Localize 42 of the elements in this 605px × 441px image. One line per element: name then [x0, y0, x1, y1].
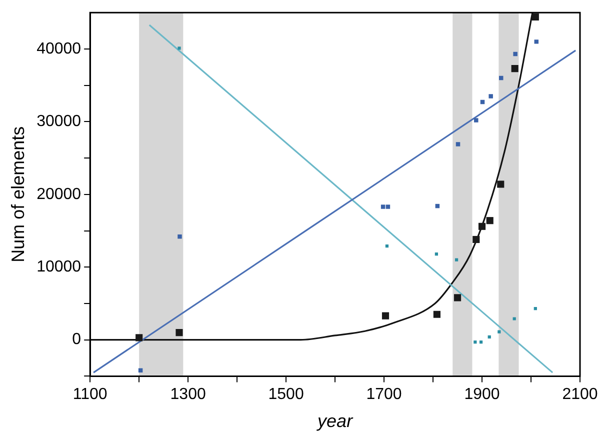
point: [534, 40, 539, 44]
point: [474, 340, 477, 344]
point: [433, 310, 440, 318]
point: [498, 330, 501, 334]
point: [474, 118, 478, 122]
point: [380, 204, 386, 209]
point: [513, 52, 518, 56]
point: [472, 236, 480, 244]
point: [497, 180, 504, 188]
x-tick-label: 2100: [562, 386, 598, 404]
point: [178, 46, 181, 50]
point: [454, 258, 458, 262]
y-tick-label: 0: [72, 331, 82, 348]
point: [478, 222, 486, 230]
point: [488, 335, 491, 338]
y-tick-label: 30000: [36, 113, 82, 130]
y-axis-title: Num of elements: [8, 126, 28, 262]
x-axis-title: year: [316, 411, 354, 432]
point: [512, 317, 516, 320]
point: [385, 244, 389, 248]
x-tick-label: 1100: [72, 386, 108, 404]
point: [386, 204, 390, 209]
point: [486, 217, 494, 224]
point: [136, 334, 143, 342]
point: [456, 142, 460, 146]
point: [434, 252, 438, 256]
point: [488, 94, 493, 98]
point: [511, 65, 518, 72]
y-tick-label: 40000: [36, 40, 82, 58]
x-tick-label: 1500: [268, 386, 304, 404]
y-tick-label: 20000: [36, 186, 82, 203]
point: [532, 13, 539, 20]
x-tick-label: 1900: [464, 386, 500, 404]
y-tick-label: 10000: [36, 258, 82, 276]
point: [178, 234, 182, 239]
point: [454, 294, 462, 302]
x-tick-label: 1300: [170, 386, 206, 404]
point: [479, 340, 483, 344]
point: [534, 307, 537, 310]
point: [176, 329, 183, 336]
point: [382, 312, 390, 320]
x-tick-label: 1700: [366, 386, 402, 404]
